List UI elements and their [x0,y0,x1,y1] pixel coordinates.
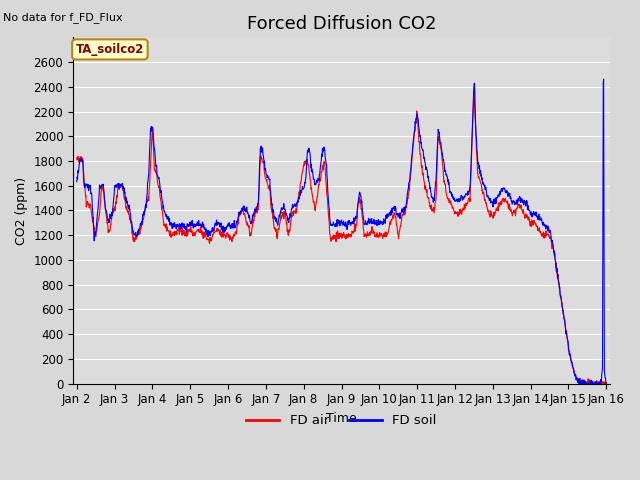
FD soil [575,381,583,386]
FD soil [602,380,610,385]
FD soil [201,226,209,232]
FD soil [351,218,358,224]
FD air [201,229,209,235]
FD air [317,169,325,175]
FD soil [73,179,81,185]
FD air [351,221,358,227]
Text: TA_soilco2: TA_soilco2 [76,43,144,56]
FD soil [595,380,602,385]
FD air [470,88,477,94]
Line: FD soil: FD soil [77,79,606,384]
Legend: FD air, FD soil: FD air, FD soil [241,409,442,432]
FD soil [502,188,510,193]
FD air [255,185,263,191]
Y-axis label: CO2 (ppm): CO2 (ppm) [15,177,28,244]
FD soil [317,157,325,163]
FD soil [255,174,263,180]
Title: Forced Diffusion CO2: Forced Diffusion CO2 [247,15,436,33]
FD air [595,379,603,384]
Text: No data for f_FD_Flux: No data for f_FD_Flux [3,12,123,23]
FD air [602,381,610,386]
FD soil [600,76,607,82]
FD air [73,155,81,161]
FD air [503,199,511,205]
FD air [577,381,584,386]
Line: FD air: FD air [77,91,606,384]
X-axis label: Time: Time [326,412,357,425]
